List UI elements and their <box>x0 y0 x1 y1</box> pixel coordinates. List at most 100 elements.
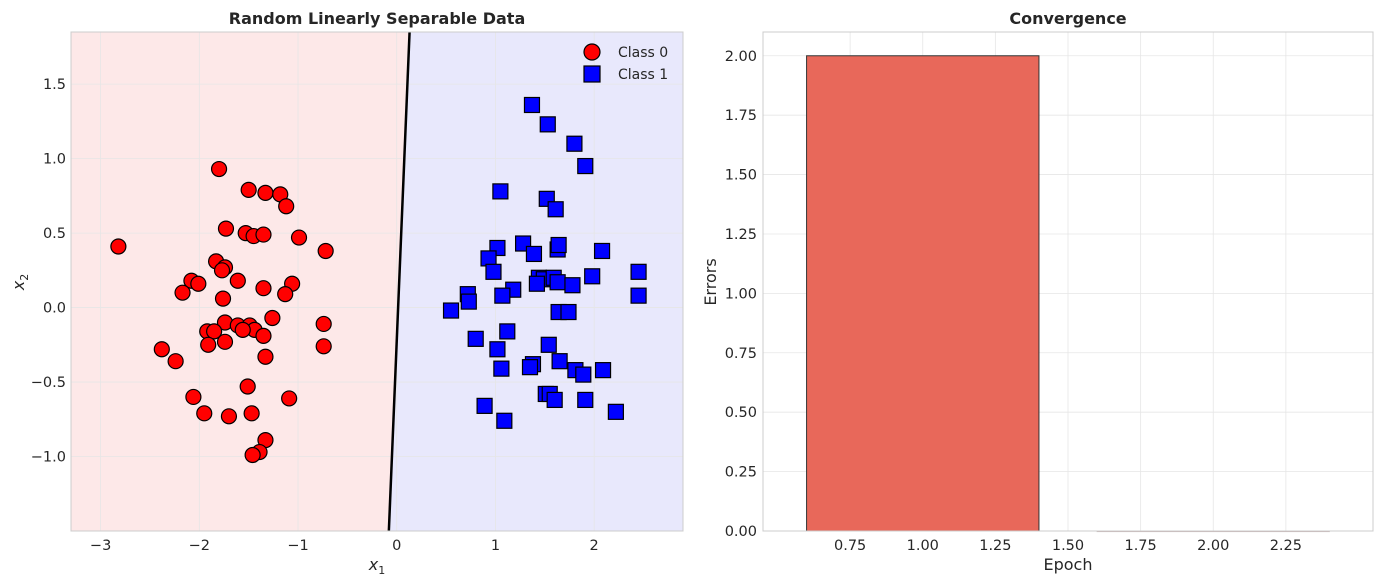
x-tick-label: 1.00 <box>907 538 939 554</box>
class1-point <box>547 201 564 218</box>
convergence-panel: Convergence 0.75 1.00 1.25 1.50 1.75 2.00 2.25… <box>701 9 1374 574</box>
y-tick-label: 1.5 <box>43 77 66 93</box>
convergence-x-label: Epoch <box>1044 555 1093 574</box>
y-tick-label: 1.75 <box>725 108 757 124</box>
class0-point <box>255 226 272 243</box>
convergence-bars <box>806 55 1330 533</box>
class0-point <box>277 286 294 303</box>
class1-point <box>442 302 460 319</box>
class1-point <box>560 303 577 321</box>
y-tick-label: 0.5 <box>43 226 66 242</box>
class0-point <box>315 315 332 333</box>
class1-point <box>492 183 509 200</box>
scatter-points <box>110 96 647 464</box>
class1-point <box>528 275 546 292</box>
class1-point <box>493 360 510 377</box>
scatter-title: Random Linearly Separable Data <box>229 9 525 28</box>
y-tick-label: −1.0 <box>31 450 66 466</box>
class0-point <box>281 390 298 407</box>
class0-point <box>257 184 274 201</box>
class0-point <box>315 338 332 355</box>
class1-point <box>499 323 516 340</box>
y-tick-label: 0.75 <box>725 346 757 362</box>
class1-point <box>566 135 583 152</box>
class1-point <box>523 96 541 114</box>
class1-point <box>593 242 611 260</box>
class1-point <box>550 236 567 254</box>
x-tick-label: 0 <box>392 538 401 554</box>
scatter-x-ticks: −3 −2 −1 0 1 2 <box>90 538 599 554</box>
y-tick-label: 0.50 <box>725 405 757 421</box>
class1-point <box>467 330 484 347</box>
convergence-x-ticks: 0.75 1.00 1.25 1.50 1.75 2.00 2.25 <box>834 538 1302 554</box>
class1-point <box>577 157 594 175</box>
class0-point <box>185 388 202 406</box>
class1-point <box>525 245 543 263</box>
class1-point <box>551 353 568 370</box>
legend-class0-label: Class 0 <box>618 45 668 61</box>
class0-point <box>210 160 228 178</box>
class1-point <box>584 268 601 285</box>
class1-point <box>489 341 506 358</box>
class0-point <box>234 321 251 339</box>
decision-boundary-line <box>387 31 411 532</box>
class1-point <box>539 116 556 133</box>
class1-point <box>575 366 592 383</box>
y-tick-label: 1.50 <box>725 168 757 184</box>
class0-point <box>213 262 231 279</box>
class1-point <box>460 293 477 310</box>
class1-point <box>546 391 563 409</box>
class0-point <box>200 336 217 353</box>
class0-point <box>217 220 235 237</box>
x-tick-label: 1.25 <box>979 538 1011 554</box>
class0-point <box>244 446 261 464</box>
class0-point <box>196 405 213 422</box>
x-tick-label: 1.75 <box>1124 538 1156 554</box>
axes-frame <box>762 31 1374 532</box>
y-tick-label: 0.0 <box>43 301 66 317</box>
class1-point <box>607 403 624 420</box>
class0-point <box>257 348 274 365</box>
class1-point <box>480 250 497 267</box>
y-tick-label: 1.25 <box>725 227 757 243</box>
scatter-x-label: x1 <box>368 555 385 577</box>
class0-point <box>264 309 281 327</box>
class0-point <box>190 275 207 292</box>
class0-point <box>278 198 295 215</box>
class0-point <box>206 323 223 340</box>
x-tick-label: 2.00 <box>1197 538 1229 554</box>
legend-class0-marker <box>583 43 601 61</box>
class1-point <box>494 287 511 304</box>
convergence-y-label: Errors <box>701 258 720 305</box>
class0-point <box>240 181 257 198</box>
class0-point <box>214 290 232 307</box>
x-tick-label: 2.25 <box>1270 538 1302 554</box>
y-tick-label: 1.0 <box>43 152 66 168</box>
axes-frame <box>70 31 684 532</box>
convergence-title: Convergence <box>1009 9 1126 28</box>
x-tick-label: 1 <box>491 538 500 554</box>
class0-point <box>229 272 246 289</box>
y-tick-label: −0.5 <box>31 375 66 391</box>
class1-point <box>564 277 581 294</box>
x-tick-label: 2 <box>590 538 599 554</box>
error-bar <box>806 55 1040 532</box>
class1-point <box>521 359 539 376</box>
scatter-y-label: x2 <box>9 274 31 291</box>
decision-boundary <box>387 31 411 532</box>
legend-class1-marker <box>583 65 601 83</box>
class0-point <box>174 284 191 301</box>
legend-class1-label: Class 1 <box>618 67 668 83</box>
class1-point <box>485 263 502 280</box>
y-tick-label: 1.00 <box>725 286 757 302</box>
scatter-y-ticks: −1.0 −0.5 0.0 0.5 1.0 1.5 <box>31 77 66 465</box>
class1-point <box>630 263 647 280</box>
class1-point <box>496 412 513 429</box>
class1-point <box>549 274 566 291</box>
class0-point <box>216 333 234 350</box>
class0-point <box>290 229 308 246</box>
class1-point <box>630 287 647 304</box>
y-tick-label: 2.00 <box>725 49 757 65</box>
class0-point <box>153 341 170 358</box>
